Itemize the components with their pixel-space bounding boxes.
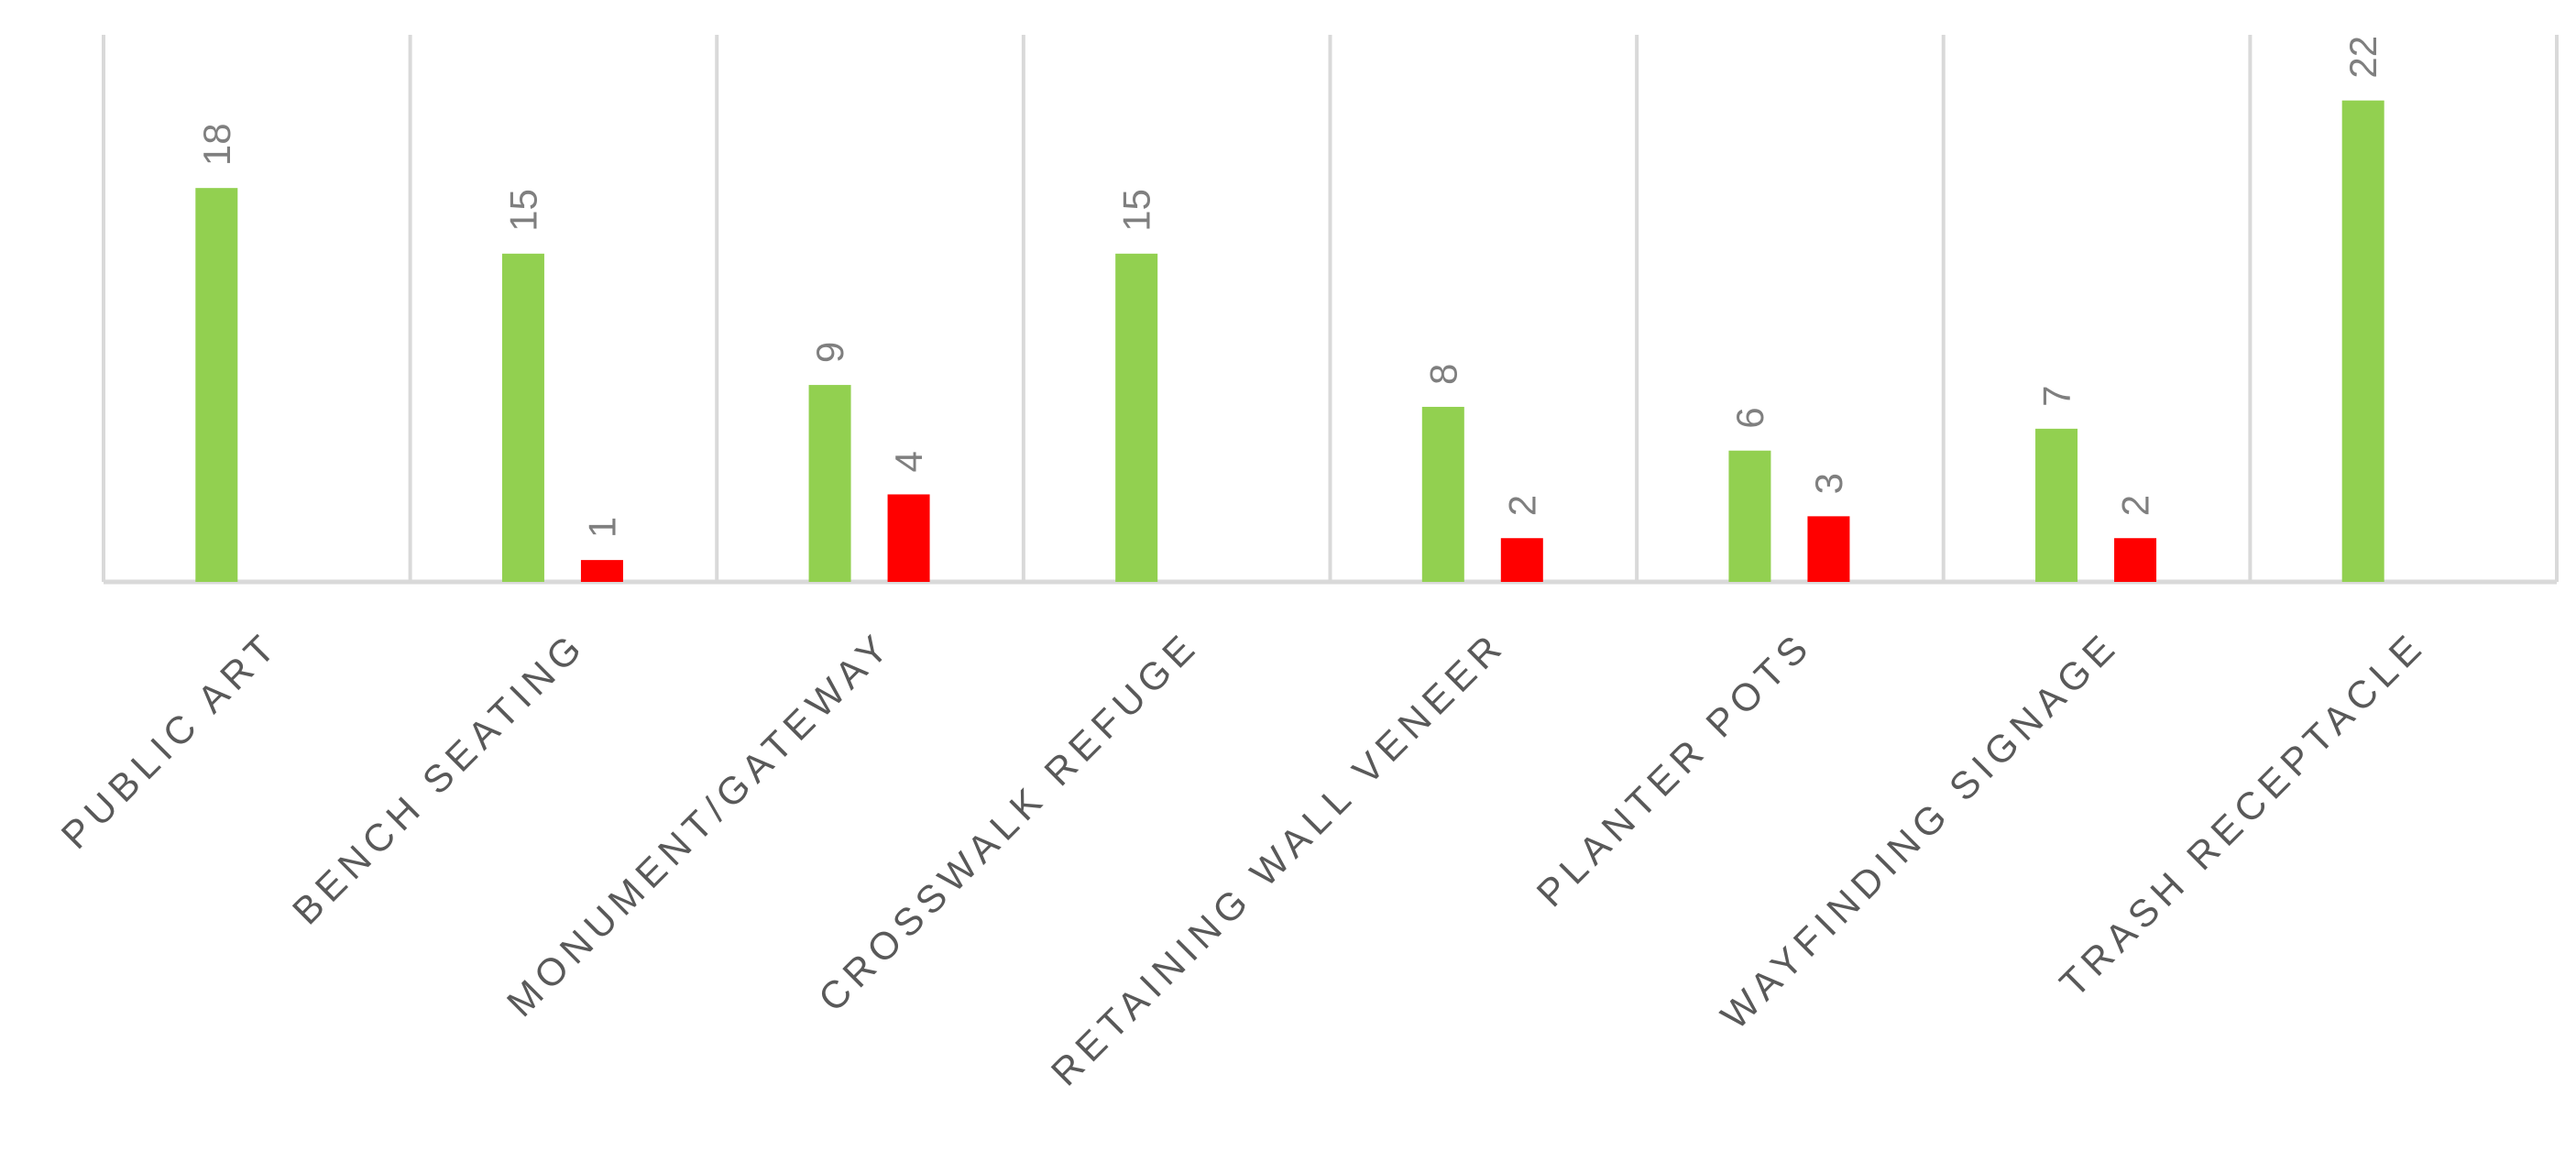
data-labels: 18 15 9 15 8 6 7 22 1 4 2 3 2 (195, 36, 2384, 538)
bar (501, 253, 544, 582)
bar (1728, 450, 1771, 582)
data-label: 3 (1807, 473, 1850, 494)
data-label: 15 (501, 189, 544, 232)
data-label: 9 (808, 342, 851, 363)
data-label: 8 (1421, 364, 1464, 385)
category-label: PUBLIC ART (53, 623, 287, 857)
bar (195, 188, 238, 582)
data-label: 2 (2114, 495, 2157, 516)
data-label: 4 (887, 451, 930, 472)
bar (808, 385, 851, 582)
bar (1807, 516, 1850, 582)
bar (1115, 253, 1158, 582)
gridlines (102, 35, 2559, 585)
bar (1421, 406, 1464, 582)
data-label: 7 (2035, 385, 2078, 406)
category-label: BENCH SEATING (284, 623, 594, 933)
bar (1500, 538, 1543, 582)
bar (2035, 428, 2078, 582)
data-label: 1 (580, 517, 623, 538)
bar (2341, 100, 2384, 582)
data-label: 18 (195, 123, 238, 166)
data-label: 2 (1500, 495, 1543, 516)
category-label: PLANTER POTS (1529, 623, 1821, 915)
bar (887, 494, 930, 582)
data-label: 22 (2341, 36, 2384, 79)
bar (2114, 538, 2157, 582)
bar (580, 560, 623, 582)
category-label: TRASH RECEPTACLE (2051, 623, 2433, 1005)
data-label: 15 (1115, 189, 1158, 232)
data-label: 6 (1728, 407, 1771, 428)
bars (195, 100, 2384, 582)
